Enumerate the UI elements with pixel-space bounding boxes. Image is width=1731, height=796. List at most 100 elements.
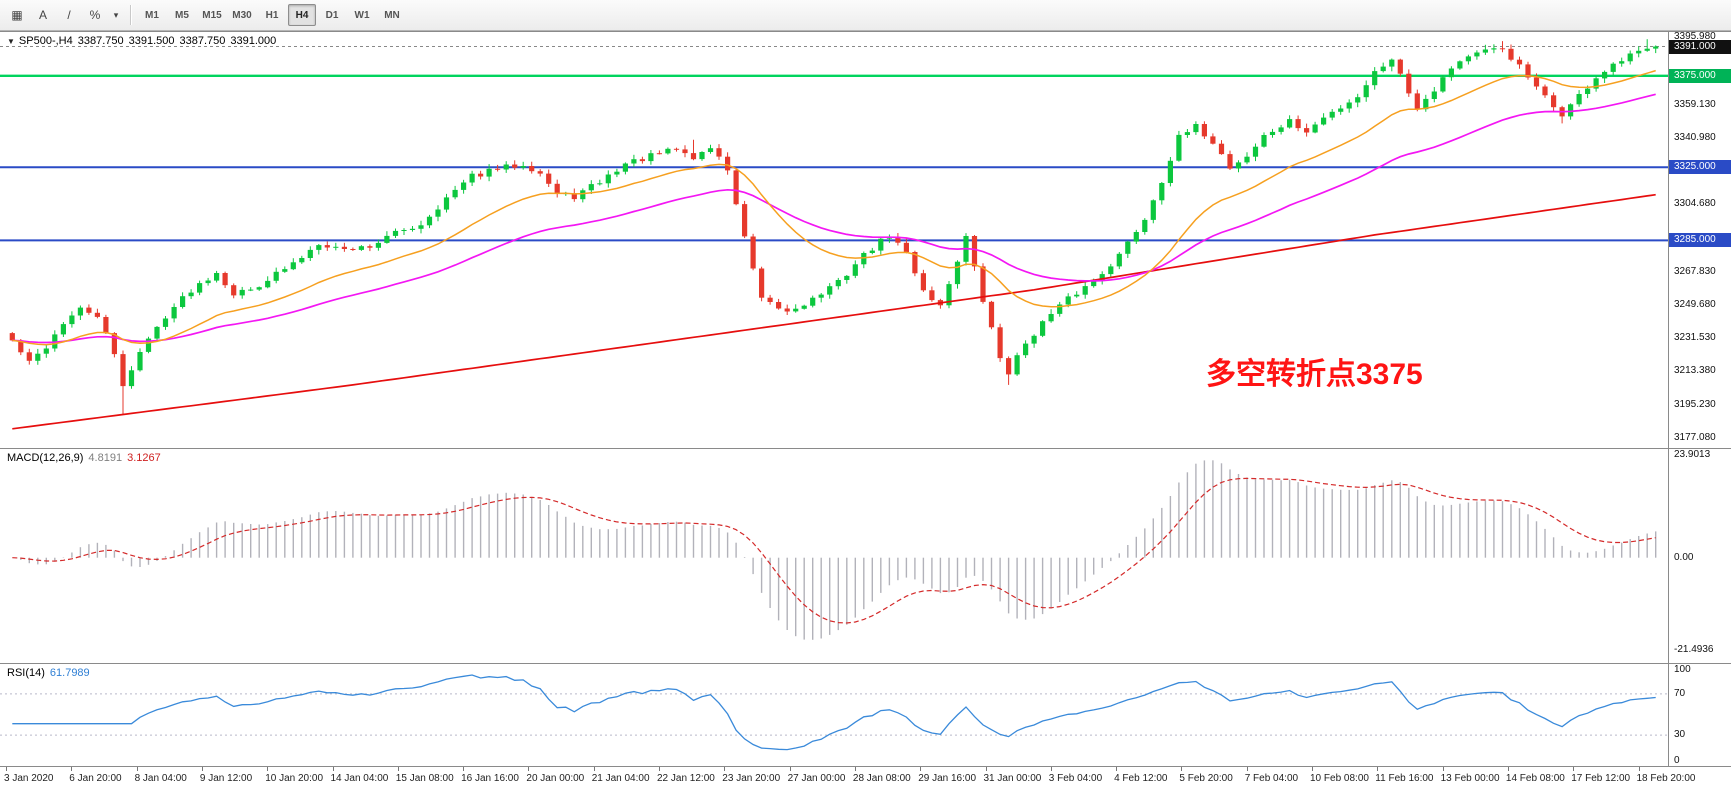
drawing-tools-group: ▦ A /% ▾ (4, 3, 124, 27)
time-axis-tick (920, 767, 922, 771)
price-axis-label: 3395.980 (1674, 31, 1716, 43)
ohlc-close: 3391.000 (230, 35, 277, 47)
main-chart-canvas[interactable] (0, 31, 1668, 448)
time-axis-tick (1050, 767, 1052, 771)
time-axis-tick (397, 767, 399, 771)
time-axis-label: 13 Feb 00:00 (1440, 773, 1500, 784)
time-axis-label: 29 Jan 16:00 (918, 773, 977, 784)
time-axis-tick (1312, 767, 1313, 771)
price-axis-label: 3267.830 (1674, 265, 1716, 277)
time-axis-tick (1638, 767, 1640, 771)
axis-separator (1668, 31, 1669, 766)
macd-axis-label: -21.4936 (1674, 644, 1714, 656)
time-axis-label: 28 Jan 08:00 (852, 773, 911, 784)
time-axis-label: 4 Feb 12:00 (1114, 773, 1168, 784)
trendline-tool-icon[interactable]: / (67, 8, 71, 22)
time-axis-tick (267, 767, 269, 771)
rsi-panel-canvas[interactable] (0, 663, 1668, 766)
rsi-name: RSI(14) (7, 667, 45, 679)
chart-grid-icon[interactable]: ▦ (11, 8, 23, 22)
ohlc-high: 3391.500 (128, 35, 175, 47)
timeframe-button-d1[interactable]: D1 (325, 9, 339, 21)
time-axis-label: 3 Feb 04:00 (1048, 773, 1103, 784)
time-axis-label: 14 Feb 08:00 (1505, 773, 1565, 784)
rsi-axis-label: 30 (1674, 729, 1686, 741)
collapse-icon[interactable]: ▼ (7, 37, 15, 46)
fibonacci-tool-icon[interactable]: % (89, 8, 101, 22)
macd-name: MACD(12,26,9) (7, 452, 84, 464)
time-axis-label: 23 Jan 20:00 (722, 773, 781, 784)
timeframe-button-m15[interactable]: M15 (202, 9, 222, 21)
price-axis-label: 3195.230 (1674, 398, 1716, 410)
price-axis[interactable]: 3395.9803359.1303340.9803322.8303304.680… (1669, 0, 1731, 796)
panel-separator (0, 31, 1731, 32)
panel-separator (0, 766, 1731, 767)
time-axis-tick (136, 767, 138, 771)
time-axis-tick (659, 767, 660, 771)
rsi-axis-label: 70 (1674, 687, 1686, 699)
time-axis-tick (1246, 767, 1248, 771)
macd-indicator-label: MACD(12,26,9) 4.8191 3.1267 (7, 452, 161, 464)
timeframe-button-m1[interactable]: M1 (145, 9, 159, 21)
macd-panel-canvas[interactable] (0, 448, 1668, 663)
chart-header: ▼ SP500-,H4 3387.750 3391.500 3387.750 3391.0… (7, 35, 281, 47)
timeframe-button-mn[interactable]: MN (384, 9, 400, 21)
time-axis-label: 15 Jan 08:00 (395, 773, 454, 784)
time-axis-label: 5 Feb 20:00 (1179, 773, 1233, 784)
timeframe-button-h1[interactable]: H1 (265, 9, 279, 21)
macd-main-value: 4.8191 (88, 452, 123, 464)
time-axis-label: 22 Jan 12:00 (657, 773, 715, 784)
toolbar: ▦ A /% ▾ M1 M5 M15 M30 H1 H4 D1 W1 MN (0, 0, 1731, 31)
text-tool-icon[interactable]: A (38, 8, 47, 22)
macd-axis-label: 0.00 (1674, 551, 1694, 563)
time-axis-tick (6, 767, 7, 771)
time-axis-tick (332, 767, 334, 771)
time-axis-label: 14 Jan 04:00 (330, 773, 389, 784)
time-axis-label: 18 Feb 20:00 (1636, 773, 1696, 784)
time-axis-tick (789, 767, 791, 771)
toolbar-separator (130, 5, 131, 25)
time-axis-label: 7 Feb 04:00 (1244, 773, 1299, 784)
time-axis-tick (854, 767, 856, 771)
ohlc-low: 3387.750 (179, 35, 226, 47)
time-axis-label: 21 Jan 04:00 (591, 773, 650, 784)
rsi-axis-label: 0 (1674, 755, 1680, 766)
rsi-value: 61.7989 (49, 667, 90, 679)
time-axis-tick (1507, 767, 1509, 771)
panel-separator[interactable] (0, 663, 1731, 664)
timeframe-button-m30[interactable]: M30 (232, 9, 252, 21)
time-axis[interactable]: 3 Jan 2020 6 Jan 20:00 8 Jan 04:00 9 Jan 12… (0, 767, 1731, 796)
price-axis-label: 3249.680 (1674, 299, 1716, 310)
time-axis-label: 6 Jan 20:00 (69, 773, 122, 784)
price-tag-3285.000: 3285.000 (1669, 233, 1731, 248)
time-axis-label: 10 Jan 20:00 (265, 773, 324, 784)
price-axis-label: 3304.680 (1674, 198, 1716, 210)
rsi-indicator-label: RSI(14) 61.7989 (7, 667, 90, 679)
time-axis-tick (985, 767, 987, 771)
time-axis-label: 11 Feb 16:00 (1375, 773, 1434, 784)
time-axis-label: 20 Jan 00:00 (526, 773, 585, 784)
time-axis-label: 8 Jan 04:00 (134, 773, 187, 784)
price-axis-label: 3231.530 (1674, 332, 1716, 344)
macd-axis-label: 23.9013 (1674, 449, 1711, 460)
time-axis-tick (1377, 767, 1379, 771)
dropdown-caret-icon[interactable]: ▾ (113, 9, 119, 20)
time-axis-tick (1181, 767, 1183, 771)
time-axis-tick (593, 767, 595, 771)
price-tag-3325.000: 3325.000 (1669, 160, 1731, 175)
time-axis-label: 17 Feb 12:00 (1571, 773, 1631, 784)
timeframe-button-h4[interactable]: H4 (288, 4, 316, 26)
macd-signal-value: 3.1267 (127, 452, 161, 464)
timeframe-button-w1[interactable]: W1 (354, 9, 370, 21)
ohlc-open: 3387.750 (77, 35, 124, 47)
panel-separator[interactable] (0, 448, 1731, 449)
time-axis-tick (201, 767, 203, 771)
timeframe-button-m5[interactable]: M5 (175, 9, 189, 21)
time-axis-tick (1116, 767, 1118, 771)
rsi-axis-label: 100 (1674, 664, 1691, 675)
time-axis-label: 27 Jan 00:00 (787, 773, 846, 784)
price-axis-label: 3340.980 (1674, 132, 1716, 144)
time-axis-tick (1442, 767, 1444, 771)
time-axis-label: 31 Jan 00:00 (983, 773, 1042, 784)
time-axis-label: 9 Jan 12:00 (199, 773, 253, 784)
